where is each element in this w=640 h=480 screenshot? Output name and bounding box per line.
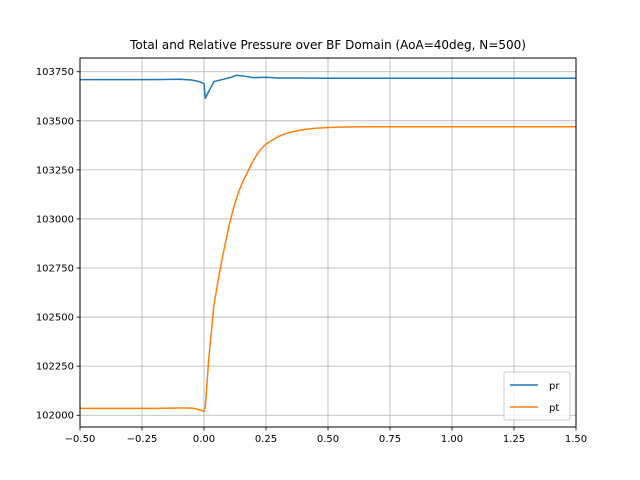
y-tick-label: 103250 bbox=[36, 165, 74, 176]
y-tick-label: 103500 bbox=[36, 116, 74, 127]
y-tick-label: 102000 bbox=[36, 411, 74, 422]
series-layer bbox=[80, 74, 576, 413]
y-tick-label: 102500 bbox=[36, 313, 74, 324]
x-tick-label: 0.50 bbox=[317, 434, 339, 445]
x-tick-label: 1.00 bbox=[441, 434, 463, 445]
legend-label-pt: pt bbox=[549, 403, 559, 414]
series-line-pr bbox=[80, 74, 576, 99]
y-tick-label: 103750 bbox=[36, 67, 74, 78]
x-tick-label: −0.25 bbox=[127, 434, 158, 445]
y-tick-label: 102750 bbox=[36, 264, 74, 275]
x-tick-label: 1.25 bbox=[503, 434, 525, 445]
chart-title: Total and Relative Pressure over BF Doma… bbox=[129, 38, 526, 52]
legend-box bbox=[503, 371, 571, 421]
x-axis: −0.50 −0.25 0.00 0.25 0.50 0.75 1.00 1.25 1.50 bbox=[65, 427, 587, 445]
x-tick-label: 0.25 bbox=[255, 434, 277, 445]
y-tick-label: 103000 bbox=[36, 214, 74, 225]
x-tick-label: 0.00 bbox=[193, 434, 215, 445]
x-tick-label: 1.50 bbox=[565, 434, 587, 445]
series-line-pt bbox=[80, 125, 576, 413]
y-axis: 102000 102250 102500 102750 103000 103250 1035… bbox=[36, 67, 80, 422]
legend-label-pr: pr bbox=[549, 381, 560, 392]
y-tick-label: 102250 bbox=[36, 362, 74, 373]
x-tick-label: 0.75 bbox=[379, 434, 401, 445]
legend: pr pt bbox=[503, 371, 571, 421]
x-tick-label: −0.50 bbox=[65, 434, 96, 445]
